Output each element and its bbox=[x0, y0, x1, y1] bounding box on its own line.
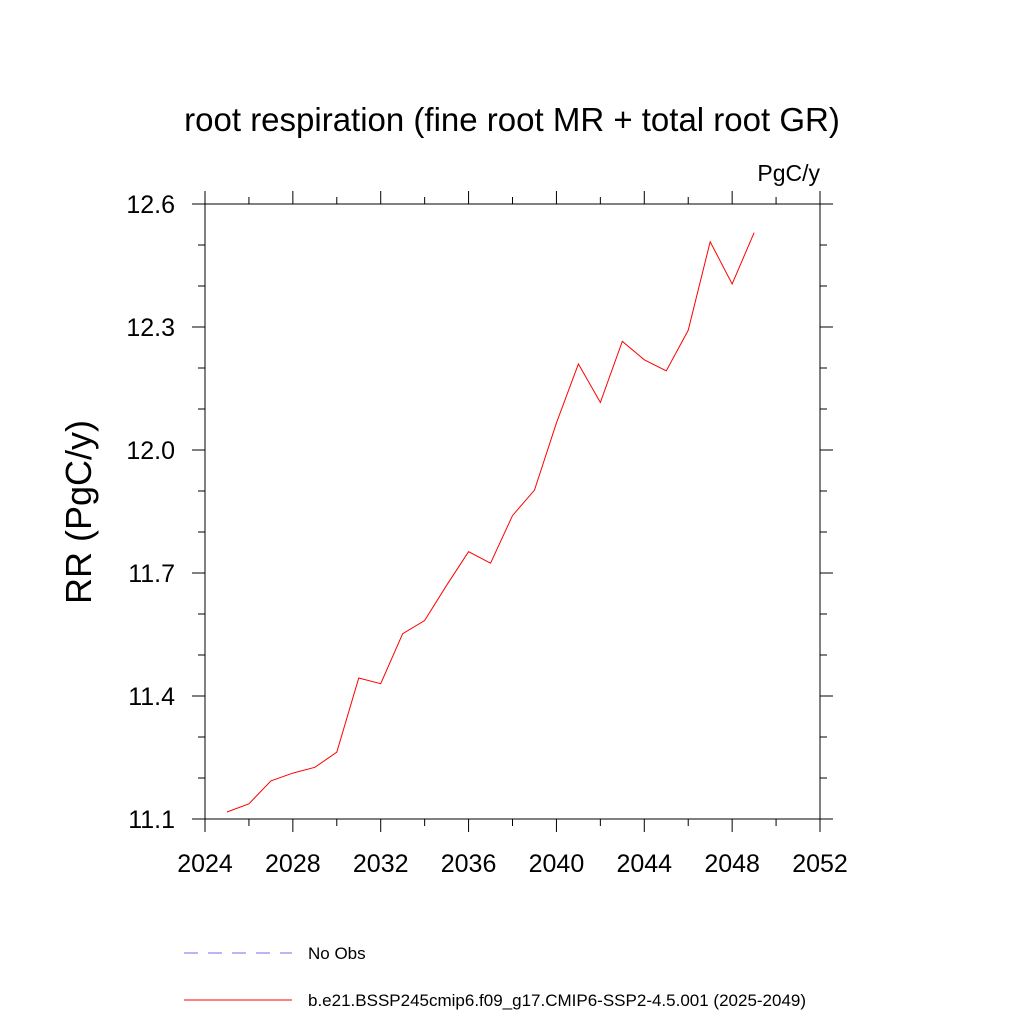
x-tick-label: 2040 bbox=[529, 850, 585, 878]
x-tick-label: 2028 bbox=[265, 850, 321, 878]
y-tick-label: 11.4 bbox=[128, 683, 175, 711]
y-axis-label: RR (PgC/y) bbox=[58, 420, 99, 604]
x-tick-label: 2044 bbox=[616, 850, 672, 878]
y-tick-label: 12.0 bbox=[126, 437, 175, 465]
plot-frame bbox=[204, 203, 821, 820]
x-tick-label: 2036 bbox=[441, 850, 497, 878]
x-tick-label: 2048 bbox=[704, 850, 760, 878]
legend-label: b.e21.BSSP245cmip6.f09_g17.CMIP6-SSP2-4.… bbox=[308, 991, 806, 1010]
x-tick-label: 2024 bbox=[177, 850, 233, 878]
plot-area: 2024 2028 2032 2036 2040 2044 2048 2052 11.1 11.4… bbox=[126, 191, 848, 878]
series-line-1 bbox=[226, 232, 755, 813]
y-tick-label: 11.7 bbox=[128, 560, 175, 588]
y-tick-label: 12.6 bbox=[126, 191, 175, 219]
x-tick-label: 2052 bbox=[792, 850, 848, 878]
y-tick-label: 12.3 bbox=[126, 314, 175, 342]
legend: No Obs b.e21.BSSP245cmip6.f09_g17.CMIP6-S… bbox=[184, 944, 806, 1010]
legend-label: No Obs bbox=[308, 944, 366, 963]
units-label: PgC/y bbox=[757, 160, 820, 186]
x-tick-label: 2032 bbox=[353, 850, 409, 878]
chart-title: root respiration (fine root MR + total r… bbox=[184, 101, 840, 138]
y-tick-label: 11.1 bbox=[128, 806, 175, 834]
